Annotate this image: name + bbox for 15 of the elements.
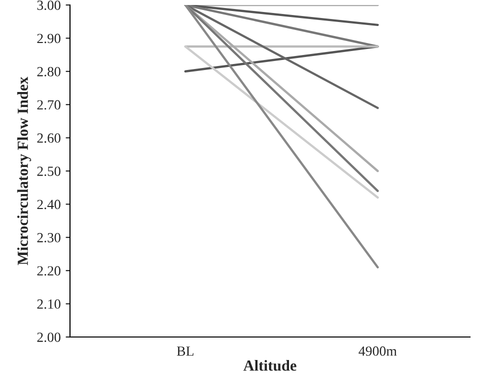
x-tick-label: BL [176, 346, 194, 356]
y-tick-label: 3.00 [37, 0, 60, 10]
x-axis-title: Altitude [243, 360, 296, 371]
y-tick-label: 2.30 [37, 232, 60, 242]
y-tick-label: 2.80 [37, 66, 60, 76]
y-tick-label: 2.40 [37, 200, 60, 210]
y-tick-label: 2.70 [37, 100, 60, 110]
y-tick-label: 2.10 [37, 299, 60, 309]
y-tick-label: 2.90 [37, 34, 60, 44]
y-tick-label: 2.20 [37, 266, 60, 276]
y-tick-label: 2.00 [37, 332, 60, 342]
y-tick-label: 2.50 [37, 166, 60, 176]
y-axis-title: Microcirculatory Flow Index [17, 76, 32, 266]
y-tick-label: 2.60 [37, 133, 60, 143]
x-tick-label: 4900m [358, 346, 397, 356]
